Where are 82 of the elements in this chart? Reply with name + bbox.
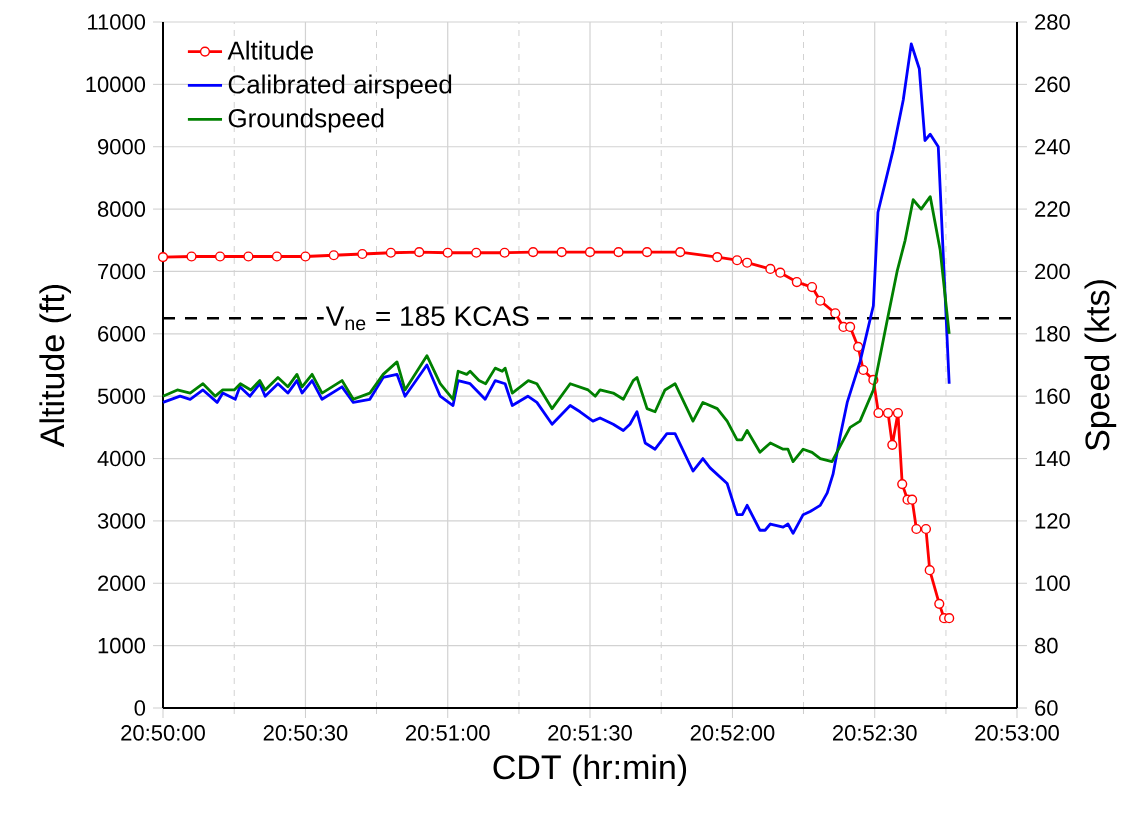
y2-tick-label: 120: [1035, 513, 1070, 529]
y-tick-label: 11000: [88, 14, 146, 30]
ref-line-label: V$_{ne}$ = 185 KCAS: [325, 306, 529, 331]
point: [853, 341, 864, 353]
point: [712, 252, 723, 263]
point: [471, 247, 482, 258]
y2-axis-title: Speed (kts): [1084, 280, 1117, 451]
y2-tick-label: 100: [1035, 575, 1070, 592]
point: [765, 263, 776, 275]
point: [243, 251, 254, 262]
point: [845, 321, 856, 333]
y-tick-label: 3000: [97, 513, 146, 529]
y-tick-label: 8000: [97, 201, 146, 217]
point: [271, 251, 283, 262]
point: [584, 247, 596, 258]
y-tick-label: 0: [134, 700, 146, 716]
x-tick-label: 20:53:00: [975, 725, 1059, 741]
point: [911, 523, 922, 535]
point: [442, 247, 453, 258]
legend-label: Groundspeed: [228, 108, 384, 133]
y-tick-label: 5000: [97, 388, 146, 404]
y-tick-label: 7000: [98, 263, 146, 280]
point: [944, 613, 955, 624]
y2-tick-label: 60: [1035, 700, 1058, 716]
point: [892, 407, 904, 419]
point: [791, 276, 802, 288]
x-tick-label: 20:51:00: [406, 725, 490, 741]
y-tick-label: 2000: [98, 575, 146, 592]
point: [641, 247, 653, 258]
point: [731, 255, 743, 266]
point: [907, 494, 918, 505]
y2-tick-label: 280: [1035, 14, 1070, 30]
point: [675, 247, 686, 258]
point: [882, 407, 894, 419]
point: [775, 267, 786, 278]
line-series: [161, 195, 951, 464]
y-axis-title: Altitude (ft): [39, 284, 72, 448]
point: [897, 479, 908, 490]
y2-tick-label: 180: [1035, 326, 1070, 342]
point: [300, 251, 311, 262]
point: [815, 295, 826, 306]
y-tick-label: 4000: [97, 450, 146, 467]
x-tick-label: 20:50:30: [263, 725, 348, 741]
point: [858, 364, 869, 376]
y2-tick-label: 220: [1035, 201, 1070, 217]
point: [830, 308, 841, 319]
legend-label: Altitude: [227, 40, 313, 60]
point: [924, 565, 935, 576]
point: [414, 247, 425, 258]
point: [499, 247, 510, 258]
point: [613, 247, 624, 258]
x-axis-title: CDT (hr:min): [493, 754, 687, 787]
y2-tick-label: 160: [1035, 388, 1070, 404]
x-tick-label: 20:51:30: [548, 725, 632, 741]
y2-tick-label: 240: [1035, 138, 1070, 155]
y2-tick-label: 260: [1035, 76, 1070, 93]
point: [806, 281, 818, 293]
point: [934, 598, 945, 609]
y2-tick-label: 140: [1035, 450, 1070, 467]
point: [328, 250, 339, 261]
x-tick-label: 20:52:00: [690, 725, 775, 741]
legend-label: Calibrated airspeed: [228, 74, 452, 99]
x-tick-label: 20:50:00: [121, 725, 205, 741]
y-tick-label: 9000: [98, 138, 146, 155]
line-series: [161, 42, 951, 535]
point: [157, 252, 169, 263]
y-tick-label: 10000: [86, 76, 146, 93]
point: [186, 251, 197, 262]
point: [357, 248, 368, 260]
point: [385, 247, 396, 258]
y-tick-label: 6000: [98, 326, 146, 342]
y-tick-label: 1000: [98, 637, 146, 654]
point: [528, 247, 539, 258]
point: [873, 407, 884, 419]
point: [887, 439, 898, 450]
y2-tick-label: 80: [1034, 637, 1058, 654]
point: [556, 247, 567, 258]
point: [920, 523, 932, 535]
x-tick-label: 20:52:30: [833, 725, 917, 741]
point: [742, 257, 753, 268]
y2-tick-label: 200: [1035, 263, 1070, 280]
point: [214, 251, 226, 262]
